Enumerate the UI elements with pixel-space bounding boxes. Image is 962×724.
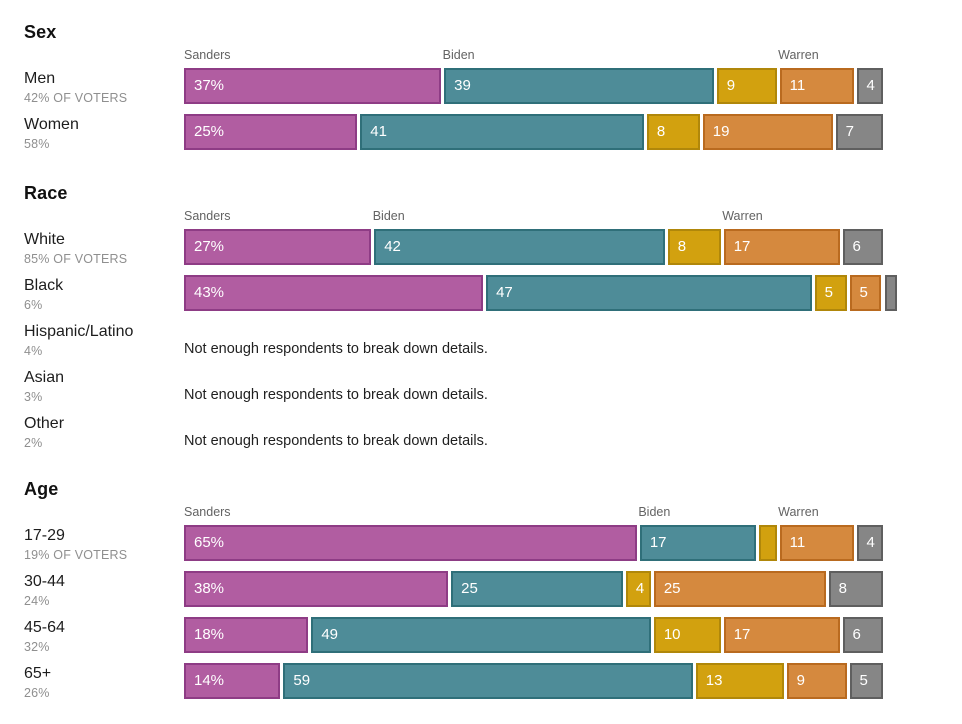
section-race: Race Sanders Biden Warren White 85% OF VOTERS…: [0, 183, 962, 450]
row-label-17-29: 17-29 19% OF VOTERS: [24, 526, 182, 562]
bar-segment-biden: 47: [486, 275, 812, 311]
row-label-white: White 85% OF VOTERS: [24, 230, 182, 266]
category-name: Hispanic/Latino: [24, 323, 134, 340]
bar-segment-gray: 6: [842, 617, 883, 653]
category-name: Men: [24, 70, 56, 87]
bar-segment-sanders: 38%: [184, 571, 449, 607]
row-label-other: Other 2%: [24, 414, 182, 450]
row-label-black: Black 6%: [24, 276, 182, 312]
category-share-of-voters: 3%: [24, 390, 43, 404]
category-name: Asian: [24, 369, 65, 386]
stacked-bar: 27% 42 8 17 6: [184, 229, 883, 265]
category-name: 30-44: [24, 573, 65, 590]
category-share-of-voters: 6%: [24, 298, 43, 312]
bar-segment-gray: [884, 275, 897, 311]
bar-segment-gray: 8: [828, 571, 883, 607]
bar-segment-biden: 39: [444, 68, 714, 104]
category-share-of-voters: 85% OF VOTERS: [24, 252, 128, 266]
bar-segment-gray: 4: [856, 525, 883, 561]
section-title: Race: [24, 183, 68, 203]
bar-segment-biden: 25: [451, 571, 623, 607]
bar-segment-biden: 17: [639, 525, 756, 561]
section-age: Age Sanders Biden Warren 17-29 19% OF VOTERS 6…: [0, 479, 962, 700]
category-name: 17-29: [24, 527, 65, 544]
bar-segment-warren: 25: [653, 571, 826, 607]
category-name: Black: [24, 277, 64, 294]
bar-segment-gold: 10: [653, 617, 721, 653]
not-enough-respondents-note: Not enough respondents to break down det…: [184, 341, 488, 357]
bar-segment-sanders: 27%: [184, 229, 372, 265]
category-share-of-voters: 2%: [24, 436, 43, 450]
row-label-men: Men 42% OF VOTERS: [24, 69, 182, 105]
bar-segment-gray: 7: [835, 114, 883, 150]
bar-segment-biden: 41: [360, 114, 644, 150]
bar-segment-biden: 49: [311, 617, 651, 653]
bar-segment-gold: 13: [695, 663, 784, 699]
bar-segment-gray: 4: [856, 68, 883, 104]
bar-segment-gold: 4: [625, 571, 651, 607]
bar-segment-gold: [758, 525, 777, 561]
candidate-label-warren: Warren: [722, 209, 763, 223]
row-label-45-64: 45-64 32%: [24, 618, 182, 654]
category-name: White: [24, 231, 65, 248]
stacked-bar: 37% 39 9 11 4: [184, 68, 883, 104]
row-label-30-44: 30-44 24%: [24, 572, 182, 608]
stacked-bar: 14% 59 13 9 5: [184, 663, 883, 699]
bar-segment-warren: 11: [779, 525, 854, 561]
section-sex: Sex Sanders Biden Warren Men 42% OF VOTERS 37%…: [0, 22, 962, 151]
category-share-of-voters: 4%: [24, 344, 43, 358]
candidate-label-biden: Biden: [638, 505, 671, 519]
category-name: Other: [24, 415, 65, 432]
category-share-of-voters: 58%: [24, 137, 50, 151]
row-label-65-: 65+ 26%: [24, 664, 182, 700]
stacked-bar: 38% 25 4 25 8: [184, 571, 883, 607]
bar-segment-warren: 17: [723, 229, 840, 265]
bar-segment-warren: 9: [786, 663, 847, 699]
bar-segment-gold: 5: [814, 275, 847, 311]
bar-segment-gray: 5: [849, 663, 883, 699]
category-share-of-voters: 24%: [24, 594, 50, 608]
bar-segment-warren: 5: [849, 275, 882, 311]
bar-segment-warren: 17: [723, 617, 840, 653]
bar-segment-sanders: 43%: [184, 275, 484, 311]
bar-segment-warren: 19: [702, 114, 833, 150]
not-enough-respondents-note: Not enough respondents to break down det…: [184, 387, 488, 403]
row-label-women: Women 58%: [24, 115, 182, 151]
section-title: Sex: [24, 22, 57, 42]
bar-segment-biden: 59: [283, 663, 693, 699]
row-label-asian: Asian 3%: [24, 368, 182, 404]
category-share-of-voters: 32%: [24, 640, 50, 654]
bar-segment-sanders: 18%: [184, 617, 309, 653]
candidate-label-warren: Warren: [778, 48, 819, 62]
bar-segment-sanders: 65%: [184, 525, 637, 561]
bar-segment-gold: 8: [646, 114, 700, 150]
bar-segment-gold: 8: [667, 229, 721, 265]
category-name: 65+: [24, 665, 52, 682]
stacked-bar: 25% 41 8 19 7: [184, 114, 883, 150]
category-share-of-voters: 19% OF VOTERS: [24, 548, 128, 562]
stacked-bar: 43% 47 5 5: [184, 275, 897, 311]
category-name: 45-64: [24, 619, 65, 636]
candidate-label-warren: Warren: [778, 505, 819, 519]
candidate-label-biden: Biden: [442, 48, 475, 62]
candidate-label-biden: Biden: [372, 209, 405, 223]
stacked-bar: 18% 49 10 17 6: [184, 617, 883, 653]
section-title: Age: [24, 479, 59, 499]
candidate-label-sanders: Sanders: [184, 48, 231, 62]
candidate-label-sanders: Sanders: [184, 209, 231, 223]
bar-segment-biden: 42: [374, 229, 665, 265]
bar-segment-sanders: 25%: [184, 114, 358, 150]
bar-segment-gold: 9: [716, 68, 777, 104]
bar-segment-gray: 6: [842, 229, 883, 265]
category-share-of-voters: 26%: [24, 686, 50, 700]
row-label-hispanic-latino: Hispanic/Latino 4%: [24, 322, 182, 358]
candidate-label-sanders: Sanders: [184, 505, 231, 519]
category-share-of-voters: 42% OF VOTERS: [24, 91, 128, 105]
stacked-bar: 65% 17 11 4: [184, 525, 883, 561]
bar-segment-warren: 11: [779, 68, 854, 104]
bar-segment-sanders: 37%: [184, 68, 442, 104]
bar-segment-sanders: 14%: [184, 663, 281, 699]
category-name: Women: [24, 116, 79, 133]
not-enough-respondents-note: Not enough respondents to break down det…: [184, 433, 488, 449]
